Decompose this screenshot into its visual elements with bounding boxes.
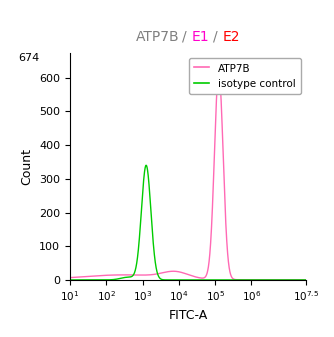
Text: ATP7B: ATP7B: [136, 30, 180, 44]
Text: /: /: [182, 30, 187, 44]
Text: E2: E2: [222, 30, 239, 44]
Text: /: /: [213, 30, 217, 44]
Y-axis label: Count: Count: [20, 148, 33, 185]
X-axis label: FITC-A: FITC-A: [168, 309, 207, 322]
Text: 674: 674: [18, 53, 39, 63]
Legend: ATP7B, isotype control: ATP7B, isotype control: [189, 58, 301, 94]
Text: E1: E1: [191, 30, 209, 44]
